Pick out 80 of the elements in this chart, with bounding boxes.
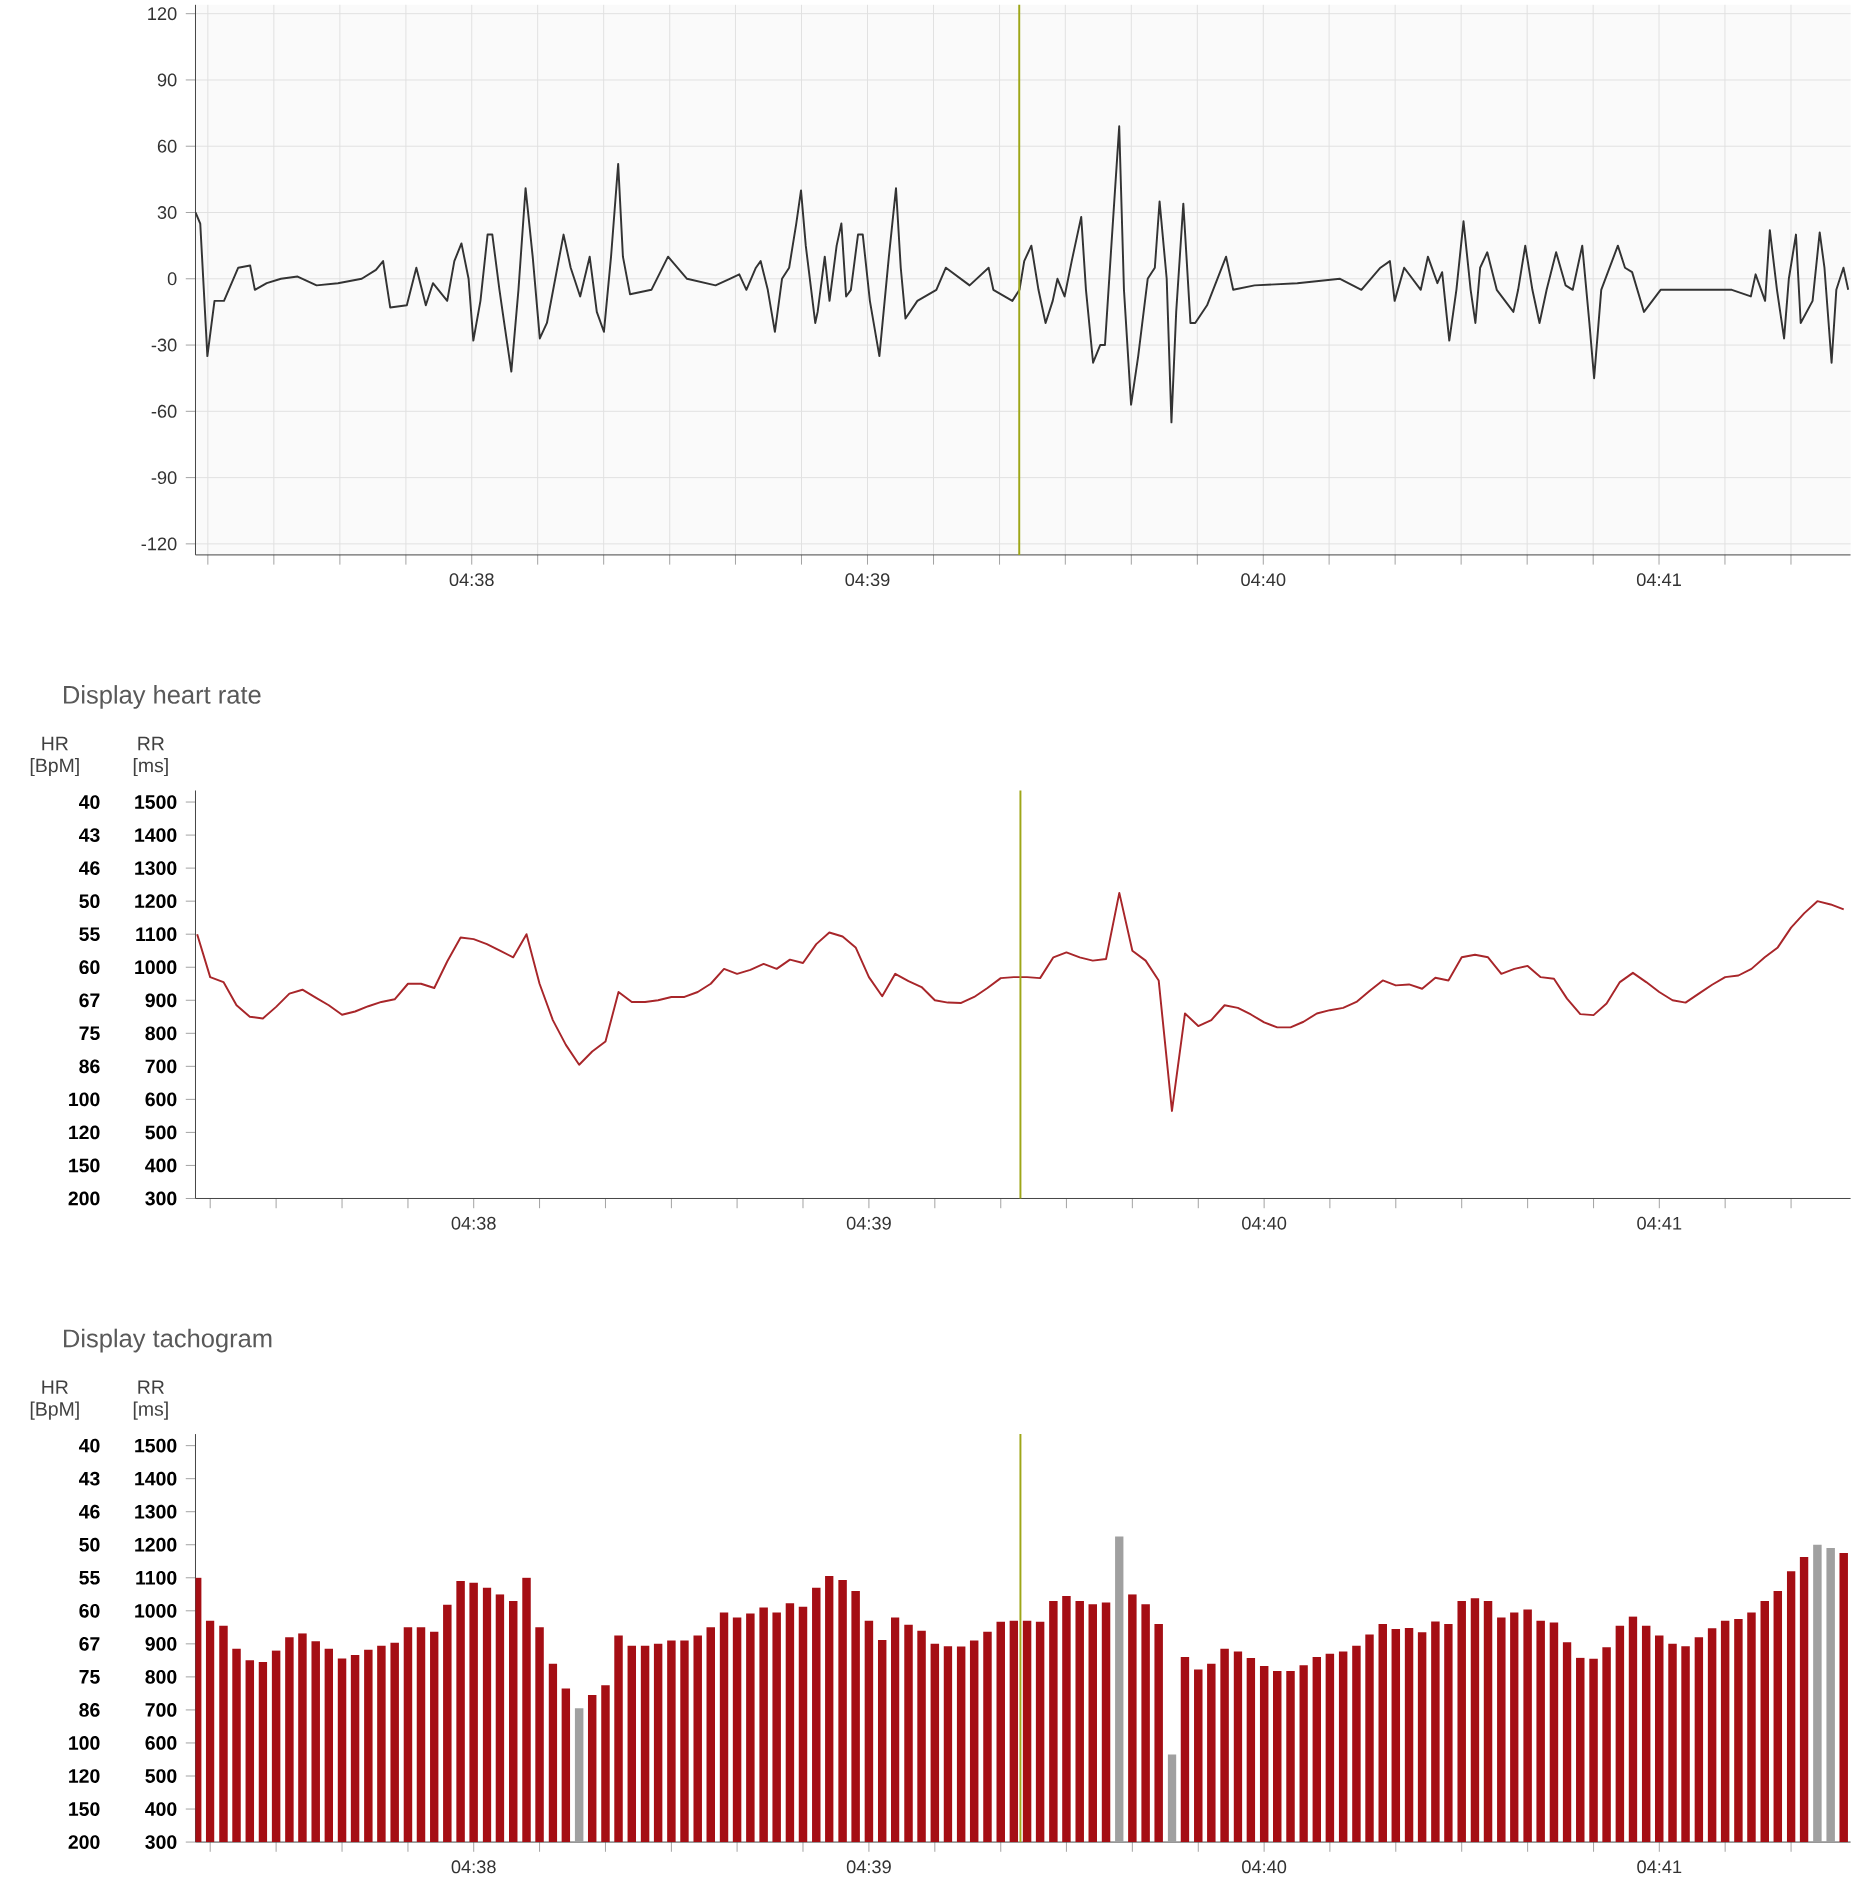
y-tick-label: -120 [141, 537, 177, 551]
x-tick-label: 04:38 [449, 573, 494, 587]
y-tick-label: -90 [151, 471, 177, 485]
text: 86 [79, 1703, 100, 1717]
y-tick-label: -30 [151, 338, 177, 352]
text: 86 [79, 1059, 100, 1074]
x-tick-label: 04:40 [1242, 1216, 1287, 1230]
y-tick-label: -60 [151, 404, 177, 418]
y-tick-label: 90 [157, 73, 177, 87]
x-tick-label: 04:41 [1637, 573, 1682, 587]
text: HR [BpM] [30, 1380, 79, 1420]
y-axis-title: RR [ms] [133, 1380, 168, 1420]
text: 75 [79, 1670, 100, 1684]
x-tick-label: 04:38 [451, 1860, 496, 1874]
y-tick-label: 900 [145, 1636, 177, 1651]
text: 43 [79, 828, 100, 842]
line-series [196, 891, 1845, 1112]
y-tick-label: 1100 [136, 1570, 177, 1585]
text: 200 [68, 1835, 100, 1849]
y-tick-label: 800 [145, 1670, 177, 1684]
text: 75 [79, 1026, 100, 1041]
x-tick-label: 04:39 [846, 1860, 891, 1874]
y-tick-label: 60 [157, 139, 177, 153]
x-tick-label: 04:40 [1242, 1860, 1287, 1874]
y-tick-label: 1500 [135, 795, 177, 809]
y-tick-label: 1400 [135, 828, 177, 842]
text: 55 [79, 1571, 100, 1585]
x-tick-label: 04:38 [451, 1216, 496, 1230]
y-axis-title: RR [ms] [133, 736, 168, 777]
chart-title: Display heart rate [64, 685, 261, 709]
y-tick-label: 0 [167, 272, 177, 286]
y-tick-label: 400 [145, 1802, 177, 1816]
y-tick-label: 1300 [135, 861, 177, 876]
text: 40 [79, 795, 100, 809]
y-tick-label: 300 [145, 1835, 177, 1849]
y-tick-label: 1300 [135, 1504, 177, 1519]
text: 40 [79, 1438, 100, 1453]
y-tick-label: 700 [145, 1703, 177, 1717]
y-tick-label: 120 [148, 7, 177, 21]
y-tick-label: 1100 [136, 927, 177, 942]
y-tick-label: 1500 [135, 1438, 177, 1453]
y-tick-label: 500 [145, 1125, 177, 1140]
chart-title: Display tachogram [64, 1328, 272, 1353]
text: 43 [79, 1471, 100, 1486]
y-tick-label: 1400 [135, 1471, 177, 1486]
text: HR [BpM] [30, 736, 79, 777]
y-tick-label: 1000 [135, 960, 177, 975]
text: 67 [79, 1636, 100, 1651]
text: 60 [79, 1603, 100, 1618]
x-tick-label: 04:40 [1241, 573, 1286, 587]
y-tick-label: 600 [145, 1092, 177, 1107]
text: 60 [79, 960, 100, 975]
y-tick-label: 700 [145, 1059, 177, 1074]
text: 150 [69, 1158, 100, 1173]
text: 120 [69, 1769, 100, 1783]
text: 120 [69, 1125, 100, 1140]
text: 46 [79, 1504, 100, 1519]
y-tick-label: 1200 [135, 1537, 177, 1552]
text: 100 [69, 1736, 100, 1750]
x-tick-label: 04:41 [1637, 1216, 1682, 1230]
y-tick-label: 600 [145, 1736, 177, 1750]
x-tick-label: 04:39 [845, 573, 890, 587]
text: 200 [68, 1191, 100, 1206]
y-tick-label: 900 [145, 993, 177, 1008]
y-tick-label: 400 [145, 1158, 177, 1173]
y-tick-label: 30 [157, 206, 177, 219]
text: 55 [79, 927, 100, 941]
text: 46 [79, 861, 100, 875]
text: 50 [79, 894, 100, 909]
x-tick-label: 04:41 [1637, 1860, 1682, 1874]
y-tick-label: 800 [145, 1026, 177, 1041]
text: 67 [79, 993, 100, 1008]
text: 150 [69, 1802, 100, 1816]
y-tick-label: 1000 [135, 1603, 177, 1618]
text: 100 [69, 1092, 100, 1107]
y-tick-label: 1200 [135, 894, 177, 909]
y-tick-label: 300 [145, 1191, 177, 1206]
y-tick-label: 500 [145, 1769, 177, 1783]
text: 50 [79, 1537, 100, 1552]
x-tick-label: 04:39 [846, 1216, 891, 1230]
